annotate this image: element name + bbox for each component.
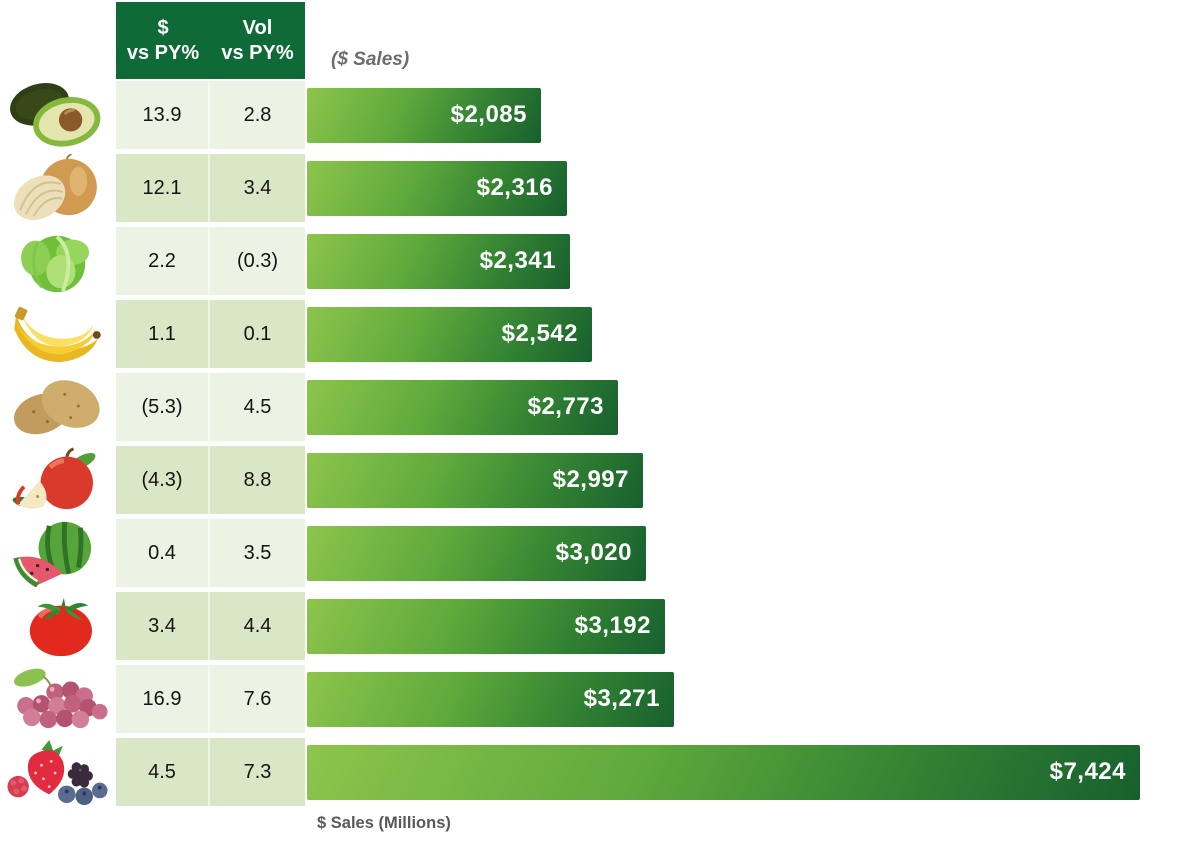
dollar-vs-py-value: 0.4 xyxy=(116,519,210,587)
vol-vs-py-value: 3.4 xyxy=(210,154,305,222)
sales-bar: $2,316 xyxy=(307,160,567,216)
chart-footer: $ Sales (Millions) xyxy=(0,814,1202,833)
chart-rows: 13.9 2.8 $2,085 12.1 3.4 $2,316 2.2 (0.3) $2,3… xyxy=(0,81,1202,806)
col-header-dollar-line2: vs PY% xyxy=(126,41,200,64)
dollar-vs-py-value: 13.9 xyxy=(116,81,210,149)
bar-area: $7,424 xyxy=(305,738,1202,806)
produce-row: 16.9 7.6 $3,271 xyxy=(0,665,1202,733)
dollar-vs-py-value: 4.5 xyxy=(116,738,210,806)
vol-vs-py-value: 0.1 xyxy=(210,300,305,368)
series-header-label: ($ Sales) xyxy=(331,49,410,70)
sales-bar: $2,773 xyxy=(307,379,618,435)
avocado-icon xyxy=(0,81,116,149)
vol-vs-py-value: 4.4 xyxy=(210,592,305,660)
vol-vs-py-value: 2.8 xyxy=(210,81,305,149)
produce-row: 1.1 0.1 $2,542 xyxy=(0,300,1202,368)
potato-icon xyxy=(0,373,116,441)
dollar-vs-py-value: 3.4 xyxy=(116,592,210,660)
bar-area: $2,773 xyxy=(305,373,1202,441)
onion-icon xyxy=(0,154,116,222)
sales-bar: $3,020 xyxy=(307,525,646,581)
sales-bar: $3,192 xyxy=(307,598,665,654)
col-header-vol-line1: Vol xyxy=(242,16,273,39)
bar-area: $2,085 xyxy=(305,81,1202,149)
sales-value-label: $3,020 xyxy=(555,539,632,566)
sales-bar: $3,271 xyxy=(307,671,674,727)
vol-vs-py-value: 7.6 xyxy=(210,665,305,733)
vol-vs-py-value: (0.3) xyxy=(210,227,305,295)
x-axis-label: $ Sales (Millions) xyxy=(317,814,451,832)
banana-icon xyxy=(0,300,116,368)
sales-value-label: $2,085 xyxy=(450,101,527,128)
header-bar-area: ($ Sales) xyxy=(305,2,1202,79)
col-header-dollar-line1: $ xyxy=(157,16,169,39)
vol-vs-py-value: 8.8 xyxy=(210,446,305,514)
image-column-spacer xyxy=(0,2,116,79)
produce-row: 12.1 3.4 $2,316 xyxy=(0,154,1202,222)
tomato-icon xyxy=(0,592,116,660)
sales-bar: $2,997 xyxy=(307,452,643,508)
produce-row: 4.5 7.3 $7,424 xyxy=(0,738,1202,806)
sales-value-label: $3,192 xyxy=(574,612,651,639)
dollar-vs-py-value: 16.9 xyxy=(116,665,210,733)
dollar-vs-py-value: 12.1 xyxy=(116,154,210,222)
produce-row: 13.9 2.8 $2,085 xyxy=(0,81,1202,149)
dollar-vs-py-value: (5.3) xyxy=(116,373,210,441)
produce-row: 0.4 3.5 $3,020 xyxy=(0,519,1202,587)
table-header-row: $ vs PY% Vol vs PY% ($ Sales) xyxy=(0,2,1202,79)
sales-value-label: $3,271 xyxy=(583,685,660,712)
lettuce-icon xyxy=(0,227,116,295)
produce-row: 2.2 (0.3) $2,341 xyxy=(0,227,1202,295)
sales-bar: $2,542 xyxy=(307,306,592,362)
apple-icon xyxy=(0,446,116,514)
vol-vs-py-value: 7.3 xyxy=(210,738,305,806)
bar-area: $3,192 xyxy=(305,592,1202,660)
produce-row: 3.4 4.4 $3,192 xyxy=(0,592,1202,660)
sales-value-label: $2,542 xyxy=(501,320,578,347)
dollar-vs-py-value: 1.1 xyxy=(116,300,210,368)
sales-bar: $2,085 xyxy=(307,87,541,143)
vol-vs-py-value: 3.5 xyxy=(210,519,305,587)
berries-icon xyxy=(0,738,116,806)
watermelon-icon xyxy=(0,519,116,587)
sales-value-label: $2,773 xyxy=(527,393,604,420)
sales-value-label: $2,341 xyxy=(479,247,556,274)
vol-vs-py-value: 4.5 xyxy=(210,373,305,441)
sales-value-label: $7,424 xyxy=(1049,758,1126,785)
bar-area: $2,997 xyxy=(305,446,1202,514)
bar-area: $3,271 xyxy=(305,665,1202,733)
bar-area: $2,341 xyxy=(305,227,1202,295)
grapes-icon xyxy=(0,665,116,733)
sales-bar: $2,341 xyxy=(307,233,570,289)
sales-value-label: $2,316 xyxy=(476,174,553,201)
table-header-block: $ vs PY% Vol vs PY% xyxy=(116,2,305,79)
col-header-vol-line2: vs PY% xyxy=(221,41,294,64)
sales-value-label: $2,997 xyxy=(552,466,629,493)
produce-row: (5.3) 4.5 $2,773 xyxy=(0,373,1202,441)
col-header-dollar-vs-py: $ vs PY% xyxy=(116,2,210,79)
dollar-vs-py-value: 2.2 xyxy=(116,227,210,295)
dollar-vs-py-value: (4.3) xyxy=(116,446,210,514)
bar-area: $2,316 xyxy=(305,154,1202,222)
bar-area: $2,542 xyxy=(305,300,1202,368)
col-header-vol-vs-py: Vol vs PY% xyxy=(210,2,305,79)
bar-area: $3,020 xyxy=(305,519,1202,587)
sales-bar: $7,424 xyxy=(307,744,1140,800)
produce-row: (4.3) 8.8 $2,997 xyxy=(0,446,1202,514)
